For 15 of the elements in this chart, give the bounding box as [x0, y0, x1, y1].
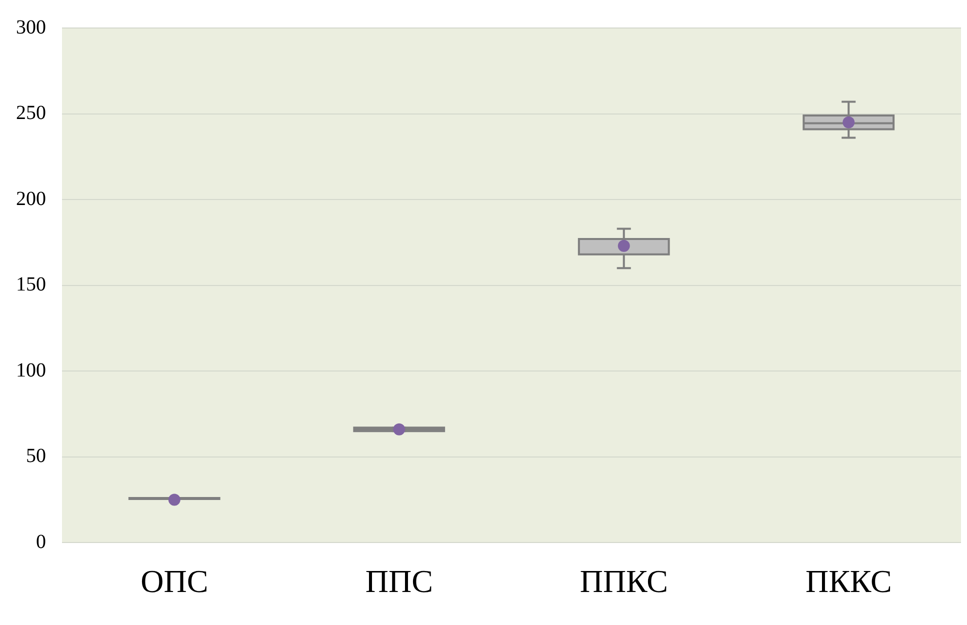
- y-tick-label: 50: [26, 445, 46, 468]
- point: [842, 116, 855, 128]
- point: [393, 423, 406, 436]
- point: [168, 494, 180, 506]
- y-tick-label: 300: [16, 16, 46, 38]
- y-tick-label: 150: [16, 274, 46, 296]
- y-tick-label: 250: [16, 102, 46, 124]
- y-tick-label: 0: [36, 530, 46, 553]
- point: [618, 240, 630, 252]
- x-tick-label: ППС: [365, 563, 433, 600]
- y-tick-label: 100: [16, 359, 46, 382]
- x-tick-label: ОПС: [140, 563, 208, 600]
- x-tick-label: ППКС: [580, 563, 668, 600]
- x-tick-label: ПККС: [805, 563, 892, 600]
- y-tick-label: 200: [16, 188, 46, 210]
